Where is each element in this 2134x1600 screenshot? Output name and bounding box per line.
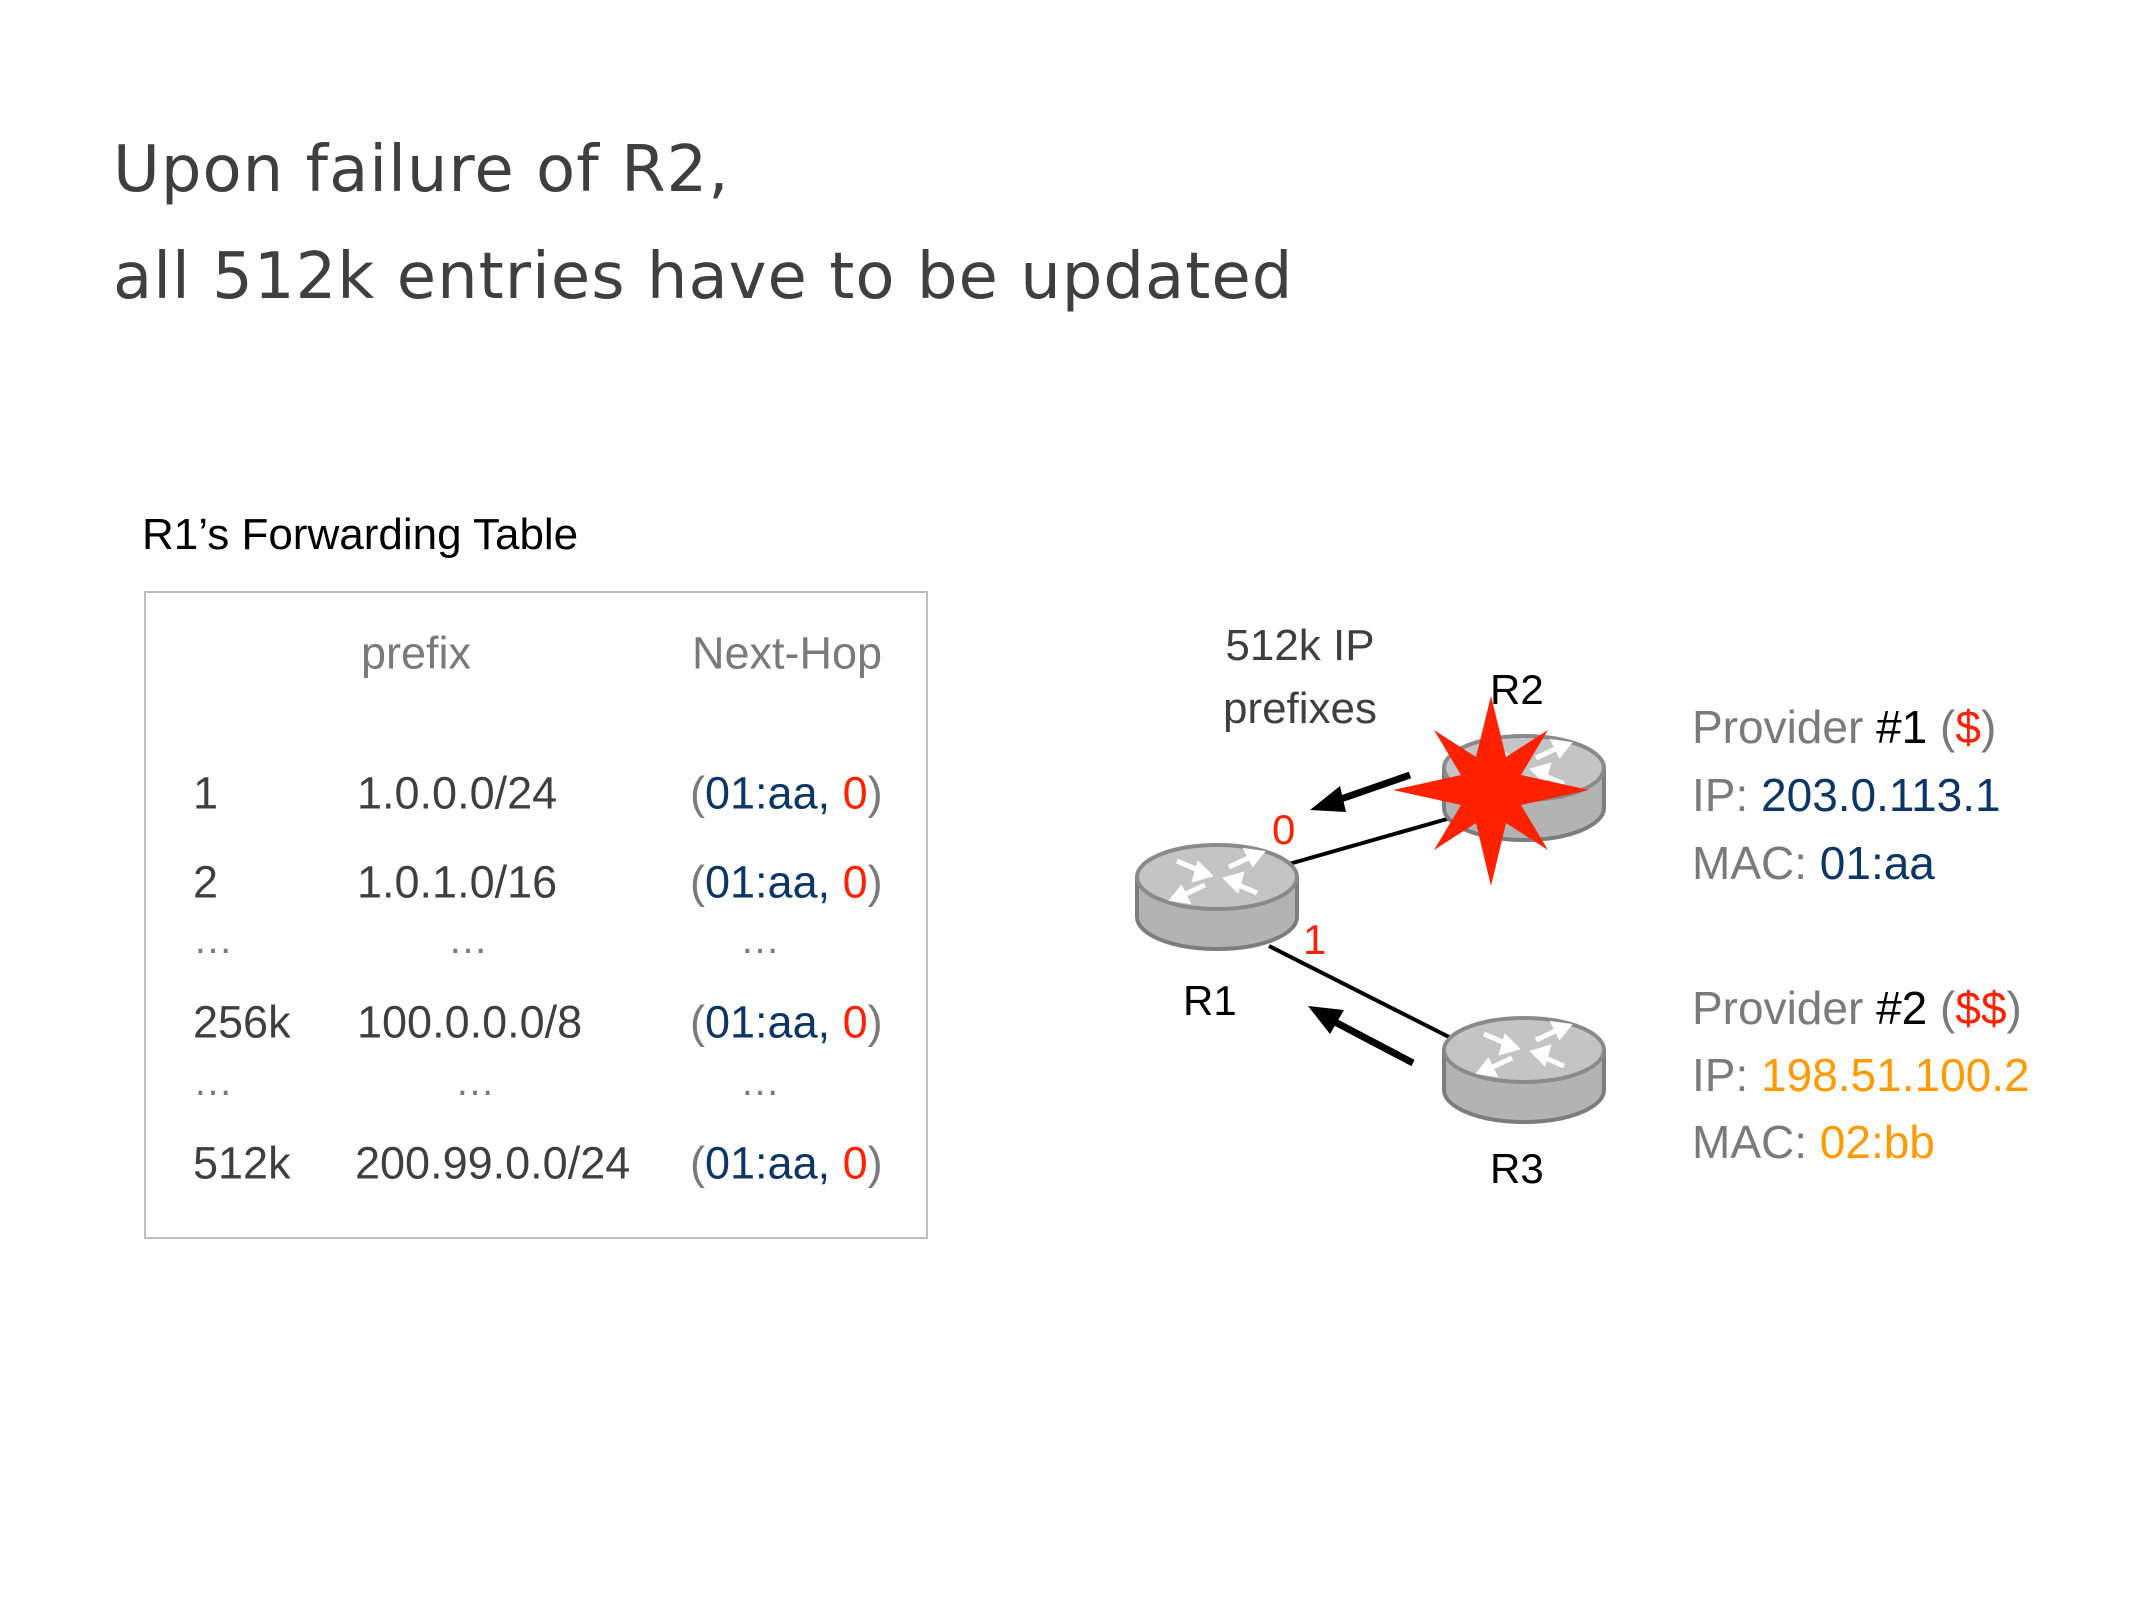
router-label-r3: R3 — [1490, 1145, 1544, 1192]
row-prefix: 1.0.1.0/16 — [357, 856, 558, 908]
row-index: 512k — [193, 1137, 291, 1189]
row-next-hop: (01:aa, 0) — [690, 856, 883, 908]
row-next-hop: (01:aa, 0) — [690, 1137, 883, 1189]
router-label-r2: R2 — [1490, 666, 1544, 713]
link-r1-r2 — [1288, 817, 1448, 866]
row-prefix: 200.99.0.0/24 — [355, 1137, 631, 1189]
red-starburst-icon — [1393, 696, 1589, 886]
row-prefix: 1.0.0.0/24 — [357, 767, 558, 819]
provider-2-title: Provider #2 ($$) — [1692, 982, 2022, 1034]
provider-2-ip: IP: 198.51.100.2 — [1692, 1049, 2030, 1101]
row-index: 256k — [193, 996, 291, 1048]
provider-2-mac: MAC: 02:bb — [1692, 1116, 1935, 1168]
title-line-1: Upon failure of R2, — [113, 133, 730, 207]
routes-label-line-2: prefixes — [1222, 684, 1378, 733]
row-index: 1 — [193, 767, 219, 819]
router-icon-r1 — [1137, 845, 1297, 949]
router-icon-r3 — [1444, 1018, 1604, 1122]
title-line-2: all 512k entries have to be updated — [113, 240, 1294, 314]
row-index: 2 — [193, 856, 219, 908]
row-next-hop: (01:aa, 0) — [690, 996, 883, 1048]
provider-1-title: Provider #1 ($) — [1692, 701, 1997, 753]
header-next-hop: Next-Hop — [692, 627, 883, 679]
ellipsis: … — [740, 1060, 783, 1104]
router-label-r1: R1 — [1183, 977, 1237, 1024]
ellipsis: … — [193, 1060, 236, 1104]
ellipsis: … — [193, 918, 236, 962]
port-label-0: 0 — [1272, 806, 1296, 853]
ellipsis: … — [740, 918, 783, 962]
provider-1-mac: MAC: 01:aa — [1692, 837, 1935, 889]
routes-label-line-1: 512k IP — [1225, 621, 1375, 670]
row-next-hop: (01:aa, 0) — [690, 767, 883, 819]
arrow-icon-from-r2 — [1310, 771, 1412, 812]
arrow-icon-from-r3 — [1308, 1006, 1415, 1067]
provider-1-ip: IP: 203.0.113.1 — [1692, 769, 2001, 821]
header-prefix: prefix — [361, 627, 472, 679]
table-caption: R1’s Forwarding Table — [142, 510, 579, 559]
forwarding-table — [144, 591, 928, 1239]
port-label-1: 1 — [1303, 916, 1327, 963]
row-prefix: 100.0.0.0/8 — [357, 996, 583, 1048]
ellipsis: … — [455, 1060, 498, 1104]
ellipsis: … — [448, 918, 491, 962]
link-r1-r3 — [1268, 944, 1452, 1040]
